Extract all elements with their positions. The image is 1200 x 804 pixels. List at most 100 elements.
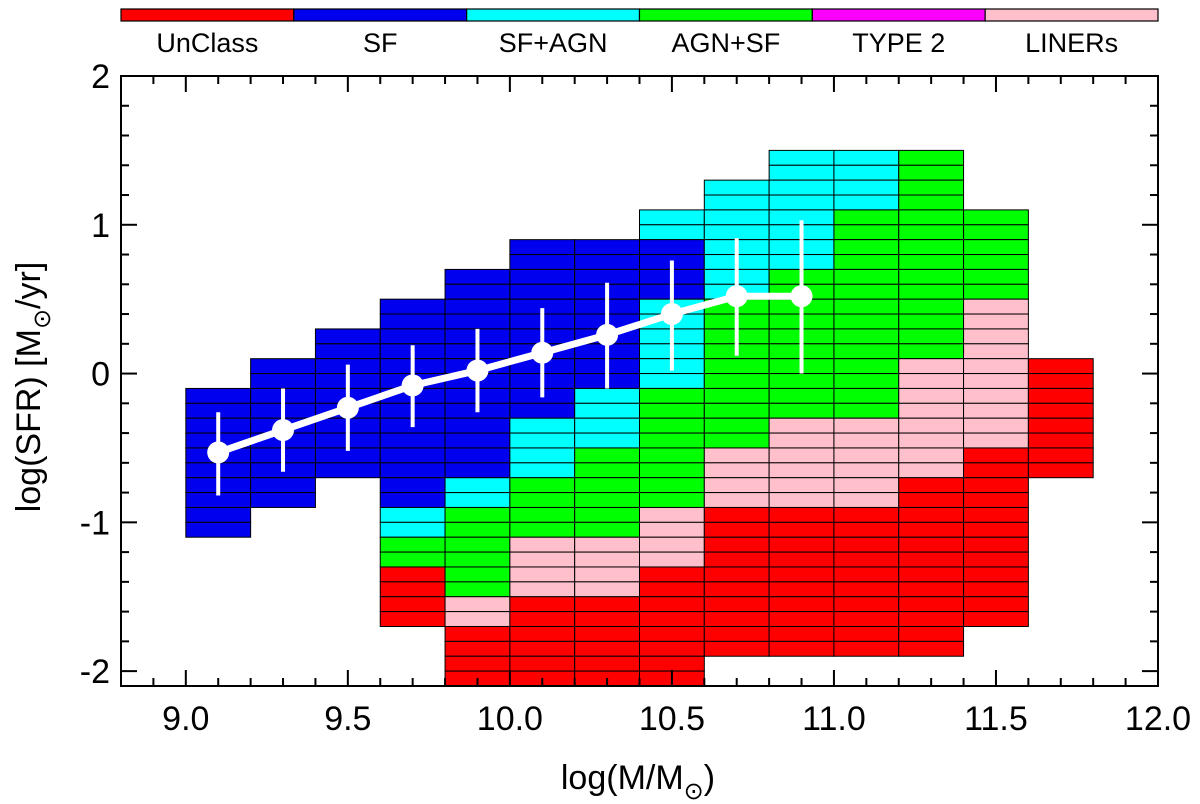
heatmap-cell (833, 328, 900, 345)
heatmap-cell (833, 596, 900, 613)
heatmap-cell (898, 239, 965, 256)
heatmap-cell (639, 611, 705, 627)
heatmap-cell (379, 581, 446, 598)
heatmap-cell (250, 358, 316, 375)
heatmap-cell (574, 447, 640, 464)
x-axis-label-text: log(M/M (561, 759, 684, 797)
heatmap-cell (509, 611, 576, 627)
heatmap-cell (639, 477, 705, 494)
heatmap-cell (898, 417, 965, 434)
heatmap-cell (639, 432, 705, 449)
heatmap-cell (833, 239, 900, 256)
heatmap-cell (639, 224, 705, 241)
heatmap-cell (768, 581, 835, 598)
heatmap-cell (833, 268, 900, 285)
heatmap-cell (898, 298, 965, 315)
heatmap-cell (1027, 447, 1094, 464)
heatmap-cell (703, 581, 770, 598)
heatmap-cell (703, 492, 770, 508)
heatmap-cell (833, 506, 900, 523)
legend-swatch-unclass (120, 8, 295, 22)
heatmap-cell (833, 402, 900, 419)
heatmap-cell (898, 373, 965, 389)
heatmap-cell (379, 298, 446, 315)
legend-swatch-agn-sf (638, 8, 813, 22)
heatmap-cell (574, 387, 640, 404)
heatmap-cell (444, 611, 511, 627)
heatmap-cell (379, 506, 446, 523)
heatmap-cell (639, 640, 705, 657)
legend-label: AGN+SF (672, 28, 781, 58)
heatmap-cell (898, 164, 965, 181)
heatmap-cell (703, 521, 770, 538)
heatmap-cell (833, 254, 900, 270)
heatmap-cell (379, 432, 446, 449)
heatmap-cell (1027, 358, 1094, 375)
heatmap-cell (250, 477, 316, 494)
heatmap-cell (898, 581, 965, 598)
y-axis-label-text: log(SFR) [M (10, 329, 48, 512)
axis-labels: log(M/M⊙) log(SFR) [M⊙/yr] (10, 262, 715, 804)
heatmap-cell (898, 536, 965, 553)
heatmap-cell (509, 640, 576, 657)
heatmap-cell (833, 566, 900, 583)
data-point (531, 341, 554, 364)
heatmap-cell (833, 521, 900, 538)
heatmap-cell (898, 611, 965, 627)
heatmap-cell (833, 625, 900, 642)
heatmap-cell (963, 313, 1029, 330)
heatmap-cell (703, 477, 770, 494)
heatmap-cell (898, 402, 965, 419)
heatmap-cell (250, 373, 316, 389)
data-point (272, 419, 295, 442)
heatmap-cell (898, 506, 965, 523)
heatmap-cell (768, 417, 835, 434)
heatmap-cell (703, 209, 770, 226)
heatmap-cell (1027, 417, 1094, 434)
heatmap-cell (963, 566, 1029, 583)
heatmap-cell (768, 462, 835, 479)
heatmap-cell (509, 268, 576, 285)
heatmap-cell (509, 536, 576, 553)
heatmap-cell (768, 506, 835, 523)
heatmap-cell (898, 551, 965, 568)
heatmap-cell (898, 492, 965, 508)
heatmap-cell (898, 358, 965, 375)
heatmap-cell (509, 625, 576, 642)
heatmap-cell (639, 551, 705, 568)
heatmap-cell (833, 417, 900, 434)
x-tick-label: 11.5 (964, 700, 1028, 738)
data-point (466, 359, 489, 382)
x-axis-label: log(M/M⊙) (561, 759, 715, 804)
data-point (336, 396, 359, 419)
heatmap-cell (898, 268, 965, 285)
heatmap-cell (963, 209, 1029, 226)
heatmap-cell (639, 417, 705, 434)
y-tick-label: 1 (91, 207, 110, 245)
heatmap-cell (314, 343, 381, 360)
heatmap-cell (963, 298, 1029, 315)
heatmap-cell (639, 655, 705, 672)
heatmap-cell (444, 581, 511, 598)
heatmap-cell (898, 343, 965, 360)
heatmap-cell (768, 477, 835, 494)
heatmap-cell (898, 149, 965, 166)
axes: 9.0 9.5 10.0 10.5 11.0 11.5 12.0 2 1 0 -1 -2 (80, 58, 1191, 738)
heatmap-cell (963, 492, 1029, 508)
heatmap-cell (963, 477, 1029, 494)
heatmap-cell (509, 254, 576, 270)
heatmap-cell (574, 596, 640, 613)
heatmap-cell (509, 521, 576, 538)
heatmap-cell (898, 254, 965, 270)
series (207, 220, 813, 496)
legend: UnClass SF SF+AGN AGN+SF TYPE 2 LINERs (120, 8, 1159, 58)
heatmap (185, 149, 1094, 687)
heatmap-cell (703, 358, 770, 375)
heatmap-cell (509, 402, 576, 419)
heatmap-cell (703, 566, 770, 583)
heatmap-cell (509, 447, 576, 464)
heatmap-cell (314, 328, 381, 345)
heatmap-cell (963, 596, 1029, 613)
heatmap-cell (509, 596, 576, 613)
heatmap-cell (639, 239, 705, 256)
